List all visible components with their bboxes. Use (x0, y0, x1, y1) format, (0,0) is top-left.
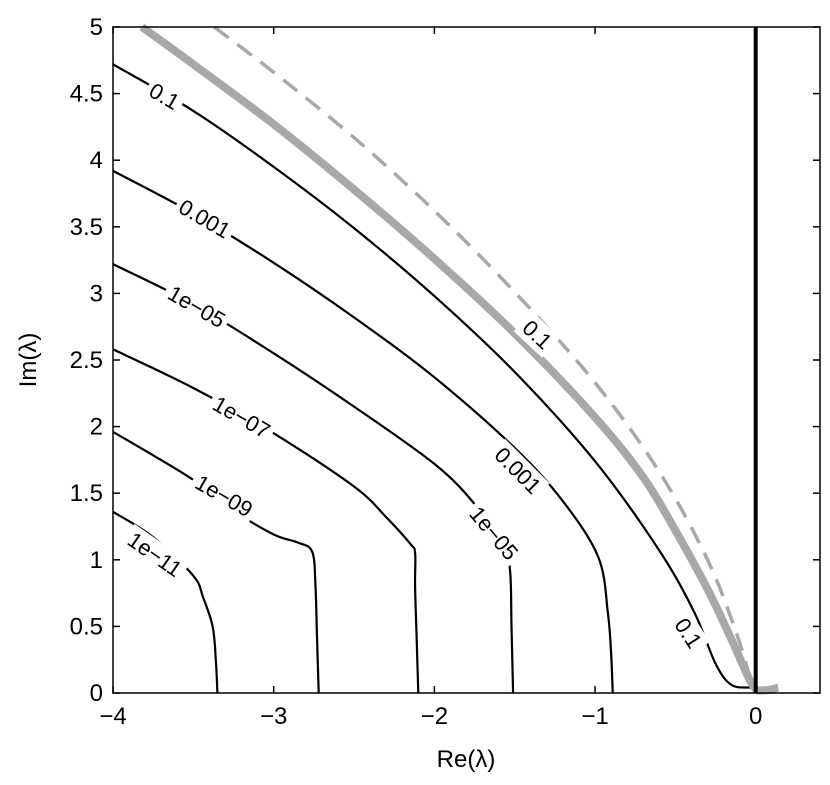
y-axis-ticks: 0 0.5 1 1.5 2 2.5 3 3.5 4 4.5 5 (70, 14, 820, 707)
x-tick-label: −2 (421, 703, 448, 730)
y-tick-label: 1 (90, 547, 103, 574)
contour-label-background (513, 311, 561, 358)
contour-label-background (170, 191, 239, 247)
x-axis-ticks: −4 −3 −2 −1 0 (99, 27, 762, 730)
y-tick-label: 1.5 (70, 480, 103, 507)
contour-label-background (186, 466, 261, 526)
contour-line-01 (112, 63, 765, 693)
x-axis-label: Re(λ) (437, 746, 496, 773)
contour-label-0: 0.1 (140, 74, 188, 118)
y-tick-label: 3.5 (70, 214, 103, 241)
contour-label-text: 1e−07 (208, 391, 274, 444)
contour-label-background (666, 609, 711, 657)
x-tick-label: −4 (99, 703, 126, 730)
contour-label-2: 1e−05 (159, 277, 234, 336)
contour-label-background (461, 497, 527, 569)
y-axis-label: Im(λ) (15, 333, 42, 388)
boundary-line (139, 23, 780, 695)
contour-label-text: 1e−09 (191, 470, 257, 523)
contour-label-3: 1e−07 (204, 388, 279, 447)
contour-label-text: 1e−05 (164, 280, 230, 333)
x-tick-label: −3 (260, 703, 287, 730)
dashed-line (213, 25, 755, 687)
contour-label-6: 0.1 (513, 311, 561, 358)
contour-line-0001 (112, 169, 614, 694)
x-tick-label: −1 (581, 703, 608, 730)
contour-label-1: 0.001 (170, 191, 239, 247)
contour-line-1e09 (112, 430, 320, 694)
contour-label-text: 0.1 (517, 315, 556, 354)
contour-label-background (204, 388, 279, 447)
contour-label-background (159, 277, 234, 336)
contour-label-5: 1e−11 (119, 523, 191, 586)
y-tick-label: 5 (90, 14, 103, 41)
plot-curves (112, 23, 780, 695)
contour-line-1e05 (112, 263, 515, 694)
contour-label-background (119, 523, 191, 586)
contour-label-4: 1e−09 (186, 466, 261, 526)
y-tick-label: 4 (90, 147, 103, 174)
y-tick-label: 2 (90, 414, 103, 441)
y-tick-label: 2.5 (70, 347, 103, 374)
contour-label-text: 0.001 (175, 194, 235, 243)
contour-label-8: 1e−05 (461, 497, 527, 569)
y-tick-label: 0 (90, 680, 103, 707)
contour-line-1e07 (112, 348, 420, 694)
contour-label-text: 1e−05 (464, 501, 523, 564)
x-tick-label: 0 (749, 703, 762, 730)
contour-label-background (140, 74, 188, 118)
y-tick-label: 3 (90, 280, 103, 307)
contour-label-9: 0.1 (666, 609, 711, 657)
y-tick-label: 0.5 (70, 613, 103, 640)
contour-label-background (486, 438, 550, 503)
y-tick-label: 4.5 (70, 81, 103, 108)
contour-label-7: 0.001 (486, 438, 550, 503)
